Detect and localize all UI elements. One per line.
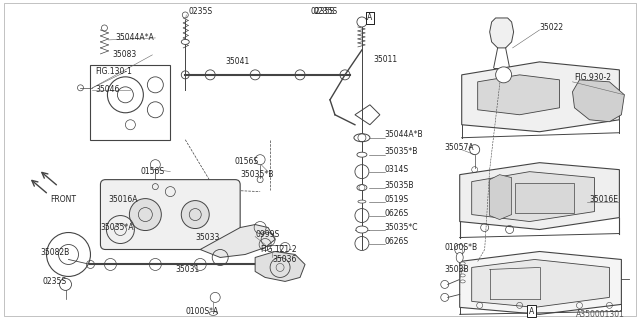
- Ellipse shape: [357, 185, 367, 191]
- Text: 0156S: 0156S: [140, 167, 164, 176]
- Text: 35083: 35083: [113, 50, 137, 60]
- Ellipse shape: [460, 280, 465, 283]
- Text: 0626S: 0626S: [385, 237, 409, 246]
- Text: 35035*B: 35035*B: [385, 147, 419, 156]
- Text: A: A: [367, 13, 372, 22]
- FancyBboxPatch shape: [100, 180, 240, 250]
- Text: 35011: 35011: [374, 55, 398, 64]
- Text: 3503B: 3503B: [445, 265, 469, 274]
- Text: 35016E: 35016E: [589, 195, 618, 204]
- Circle shape: [129, 199, 161, 230]
- Text: 35082B: 35082B: [40, 248, 70, 257]
- Polygon shape: [472, 172, 595, 221]
- Text: 0626S: 0626S: [385, 209, 409, 218]
- Polygon shape: [573, 80, 625, 122]
- Ellipse shape: [456, 252, 463, 262]
- Polygon shape: [490, 175, 511, 220]
- Text: 35022: 35022: [540, 23, 564, 32]
- Text: 0235S: 0235S: [43, 277, 67, 286]
- Text: 35044A*A: 35044A*A: [115, 33, 154, 43]
- Ellipse shape: [358, 200, 366, 203]
- Polygon shape: [200, 225, 275, 258]
- Text: 35036: 35036: [272, 255, 296, 264]
- Text: FIG.121-2: FIG.121-2: [260, 245, 297, 254]
- Text: 35016A: 35016A: [108, 195, 138, 204]
- Polygon shape: [255, 252, 305, 281]
- Text: 0314S: 0314S: [385, 165, 409, 174]
- Text: 0999S: 0999S: [255, 230, 280, 239]
- Polygon shape: [477, 75, 559, 115]
- Polygon shape: [460, 252, 621, 314]
- Text: 35041: 35041: [225, 57, 250, 66]
- Polygon shape: [461, 62, 620, 132]
- Text: FIG.930-2: FIG.930-2: [575, 73, 611, 82]
- Ellipse shape: [460, 268, 465, 271]
- Text: 0156S: 0156S: [234, 157, 259, 166]
- Ellipse shape: [356, 226, 368, 233]
- Text: 0235S: 0235S: [313, 7, 337, 16]
- Bar: [515, 183, 575, 212]
- Ellipse shape: [354, 134, 370, 142]
- Text: 0100S*B: 0100S*B: [445, 243, 478, 252]
- Polygon shape: [460, 163, 620, 229]
- Text: 0235S: 0235S: [310, 7, 334, 16]
- Text: 35035*C: 35035*C: [385, 223, 419, 232]
- Polygon shape: [355, 105, 380, 125]
- Text: FIG.130-1: FIG.130-1: [95, 67, 132, 76]
- Text: A350001301: A350001301: [575, 310, 625, 319]
- Ellipse shape: [460, 262, 465, 265]
- Text: 35033: 35033: [195, 233, 220, 242]
- Polygon shape: [490, 18, 514, 48]
- Text: 0100S*A: 0100S*A: [185, 307, 218, 316]
- Text: 35031: 35031: [175, 265, 200, 274]
- Text: 35035*B: 35035*B: [240, 170, 273, 179]
- Text: A: A: [529, 307, 534, 316]
- Ellipse shape: [181, 39, 189, 44]
- Polygon shape: [472, 260, 609, 308]
- Text: 35035*A: 35035*A: [100, 223, 134, 232]
- Text: 35044A*B: 35044A*B: [385, 130, 424, 139]
- Text: FRONT: FRONT: [51, 195, 77, 204]
- Text: 35046: 35046: [95, 85, 120, 94]
- Bar: [90, 65, 170, 140]
- Text: 35057A: 35057A: [445, 143, 474, 152]
- Text: 0519S: 0519S: [385, 195, 409, 204]
- Ellipse shape: [460, 274, 465, 277]
- Text: 0235S: 0235S: [188, 7, 212, 16]
- Ellipse shape: [357, 152, 367, 157]
- Circle shape: [181, 201, 209, 228]
- Text: 35035B: 35035B: [385, 181, 414, 190]
- Text: A: A: [367, 13, 372, 22]
- Circle shape: [495, 67, 511, 83]
- Ellipse shape: [209, 311, 217, 315]
